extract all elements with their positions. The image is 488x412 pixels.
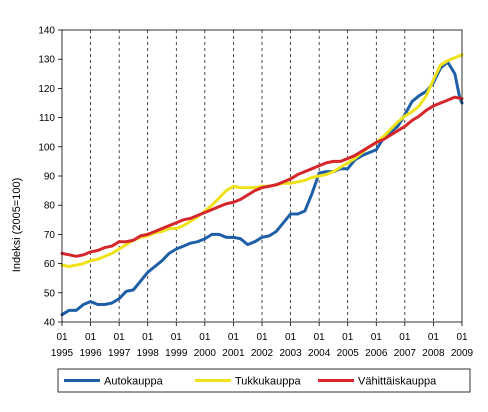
x-tick-month: 01	[428, 332, 440, 343]
series-line-3	[60, 95, 464, 258]
x-tick-month: 01	[371, 332, 383, 343]
y-tick-label: 40	[44, 318, 56, 329]
x-tick-year: 2006	[365, 348, 388, 359]
x-tick-labels: 01 1995 01 1996 01 1997 01 1998 01 1999 01 2000 01 20…	[51, 322, 474, 359]
x-tick-month: 01	[456, 332, 468, 343]
x-tick-year: 1996	[79, 348, 102, 359]
y-tick-label: 70	[44, 230, 56, 241]
legend: Autokauppa Tukkukauppa Vähittäiskauppa	[57, 368, 471, 393]
legend-label-3: Vähittäiskauppa	[358, 376, 437, 388]
x-tick-month: 01	[56, 332, 68, 343]
x-tick-month: 01	[285, 332, 297, 343]
x-tick-year: 2005	[337, 348, 360, 359]
x-tick-month: 01	[256, 332, 268, 343]
x-tick-year: 1997	[108, 348, 131, 359]
y-tick-label: 100	[38, 142, 55, 153]
x-tick-month: 01	[142, 332, 154, 343]
x-tick-year: 1999	[165, 348, 188, 359]
series-lines	[60, 53, 464, 317]
y-axis-label: Indeksi (2005=100)	[11, 178, 23, 272]
x-tick-year: 2008	[422, 348, 445, 359]
y-tick-label: 140	[38, 26, 55, 37]
legend-label-1: Autokauppa	[104, 376, 164, 388]
y-tick-label: 130	[38, 55, 55, 66]
y-tick-label: 80	[44, 201, 56, 212]
x-tick-month: 01	[314, 332, 326, 343]
x-tick-month: 01	[199, 332, 211, 343]
legend-box	[57, 368, 471, 393]
y-tick-label: 110	[39, 113, 55, 124]
x-tick-year: 2000	[194, 348, 217, 359]
y-tick-label: 50	[44, 288, 56, 299]
y-tick-labels: 40 50 60 70 80 90 100 110 120 130 140	[38, 26, 62, 329]
x-tick-month: 01	[85, 332, 97, 343]
y-tick-label: 120	[38, 84, 55, 95]
x-tick-year: 1995	[51, 348, 74, 359]
x-tick-year: 2009	[451, 348, 474, 359]
x-tick-year: 2004	[308, 348, 331, 359]
y-tick-label: 90	[44, 172, 56, 183]
x-tick-year: 1998	[137, 348, 160, 359]
y-tick-label: 60	[44, 259, 56, 270]
x-tick-month: 01	[228, 332, 240, 343]
x-tick-year: 2002	[251, 348, 274, 359]
x-tick-year: 2001	[222, 348, 245, 359]
x-tick-month: 01	[171, 332, 183, 343]
x-tick-month: 01	[342, 332, 354, 343]
x-tick-month: 01	[399, 332, 411, 343]
x-tick-month: 01	[114, 332, 126, 343]
legend-label-2: Tukkukauppa	[235, 376, 302, 388]
x-tick-year: 2003	[279, 348, 302, 359]
x-tick-year: 2007	[394, 348, 417, 359]
gridlines	[90, 30, 434, 322]
